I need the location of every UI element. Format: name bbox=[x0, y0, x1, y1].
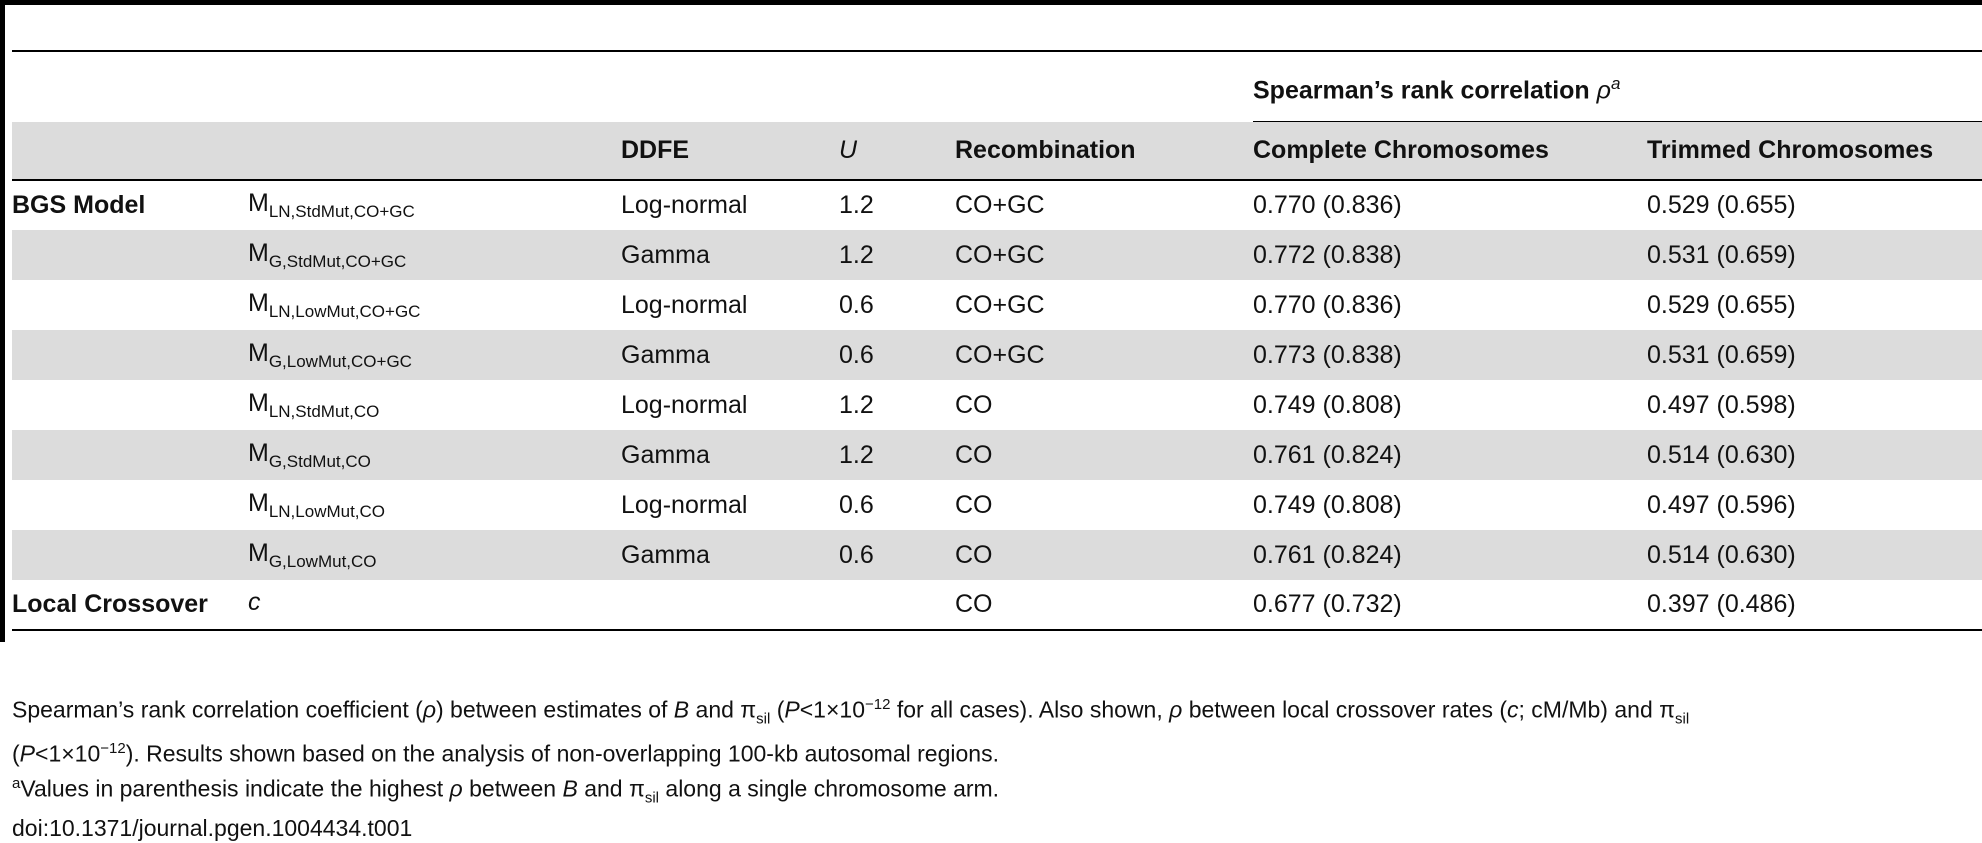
footnote-line-2: (P<1×10−12). Results shown based on the … bbox=[12, 740, 999, 767]
row-group-label: BGS Model bbox=[12, 191, 146, 219]
table-row: MG,LowMut,CO+GC Gamma 0.6 CO+GC 0.773 (0… bbox=[12, 330, 1982, 380]
model-name: c bbox=[248, 588, 261, 616]
row-group-label bbox=[12, 380, 248, 430]
table-row: MLN,StdMut,CO Log-normal 1.2 CO 0.749 (0… bbox=[12, 380, 1982, 430]
recombination-cell: CO+GC bbox=[955, 340, 1045, 369]
row-group-label bbox=[12, 330, 248, 380]
complete-cell: 0.761 (0.824) bbox=[1253, 440, 1402, 469]
ddfe-cell: Log-normal bbox=[621, 191, 748, 219]
complete-cell: 0.761 (0.824) bbox=[1253, 540, 1402, 569]
u-cell: 0.6 bbox=[839, 340, 874, 369]
complete-cell: 0.749 (0.808) bbox=[1253, 390, 1402, 419]
complete-cell: 0.677 (0.732) bbox=[1253, 590, 1402, 618]
complete-cell: 0.773 (0.838) bbox=[1253, 340, 1402, 369]
ddfe-cell: Gamma bbox=[621, 340, 710, 369]
model-name: MLN,StdMut,CO bbox=[248, 388, 380, 421]
recombination-cell: CO bbox=[955, 390, 993, 419]
group-header-label: Spearman’s rank correlation ρa bbox=[1253, 74, 1621, 105]
col-header-ddfe: DDFE bbox=[621, 122, 839, 181]
results-table: DDFE U Recombination Complete Chromosome… bbox=[12, 122, 1982, 631]
table-row: MLN,LowMut,CO Log-normal 0.6 CO 0.749 (0… bbox=[12, 480, 1982, 530]
column-header-row: DDFE U Recombination Complete Chromosome… bbox=[12, 122, 1982, 181]
col-header-group bbox=[12, 122, 248, 181]
table-row: BGS Model MLN,StdMut,CO+GC Log-normal 1.… bbox=[12, 180, 1982, 230]
row-group-label bbox=[12, 230, 248, 280]
u-cell bbox=[839, 580, 955, 630]
model-name: MLN,LowMut,CO bbox=[248, 488, 386, 521]
trimmed-cell: 0.497 (0.596) bbox=[1647, 490, 1796, 519]
ddfe-cell: Gamma bbox=[621, 540, 710, 569]
col-header-complete: Complete Chromosomes bbox=[1253, 122, 1647, 181]
ddfe-cell: Log-normal bbox=[621, 290, 748, 319]
recombination-cell: CO bbox=[955, 590, 993, 618]
complete-cell: 0.770 (0.836) bbox=[1253, 191, 1402, 219]
trimmed-cell: 0.529 (0.655) bbox=[1647, 290, 1796, 319]
complete-cell: 0.749 (0.808) bbox=[1253, 490, 1402, 519]
u-cell: 1.2 bbox=[839, 191, 874, 219]
trimmed-cell: 0.531 (0.659) bbox=[1647, 340, 1796, 369]
model-name: MG,StdMut,CO bbox=[248, 438, 371, 471]
complete-cell: 0.772 (0.838) bbox=[1253, 240, 1402, 269]
ddfe-cell: Gamma bbox=[621, 440, 710, 469]
recombination-cell: CO+GC bbox=[955, 240, 1045, 269]
table-row: MG,StdMut,CO+GC Gamma 1.2 CO+GC 0.772 (0… bbox=[12, 230, 1982, 280]
model-name: MG,StdMut,CO+GC bbox=[248, 238, 407, 271]
table-row: MG,StdMut,CO Gamma 1.2 CO 0.761 (0.824) … bbox=[12, 430, 1982, 480]
ddfe-cell: Gamma bbox=[621, 240, 710, 269]
recombination-cell: CO bbox=[955, 490, 993, 519]
recombination-cell: CO bbox=[955, 440, 993, 469]
col-header-trimmed: Trimmed Chromosomes bbox=[1647, 122, 1982, 181]
trimmed-cell: 0.529 (0.655) bbox=[1647, 191, 1796, 219]
col-header-u: U bbox=[839, 122, 955, 181]
recombination-cell: CO+GC bbox=[955, 290, 1045, 319]
row-group-label bbox=[12, 480, 248, 530]
row-group-label bbox=[12, 430, 248, 480]
row-group-label bbox=[12, 530, 248, 580]
u-cell: 0.6 bbox=[839, 290, 874, 319]
table-row: Local Crossover c CO 0.677 (0.732) 0.397… bbox=[12, 580, 1982, 630]
row-group-label: Local Crossover bbox=[12, 590, 208, 618]
top-border bbox=[0, 0, 1982, 5]
doi-text: doi:10.1371/journal.pgen.1004434.t001 bbox=[12, 815, 413, 842]
col-header-model bbox=[248, 122, 621, 181]
col-header-recombination: Recombination bbox=[955, 122, 1253, 181]
table-top-rule bbox=[12, 50, 1982, 52]
u-cell: 0.6 bbox=[839, 490, 874, 519]
complete-cell: 0.770 (0.836) bbox=[1253, 290, 1402, 319]
footnote-line-3: aValues in parenthesis indicate the high… bbox=[12, 774, 1000, 807]
model-name: MLN,LowMut,CO+GC bbox=[248, 288, 421, 321]
table-row: MLN,LowMut,CO+GC Log-normal 0.6 CO+GC 0.… bbox=[12, 280, 1982, 330]
trimmed-cell: 0.514 (0.630) bbox=[1647, 440, 1796, 469]
u-cell: 0.6 bbox=[839, 540, 874, 569]
recombination-cell: CO+GC bbox=[955, 191, 1045, 219]
ddfe-cell: Log-normal bbox=[621, 390, 748, 419]
ddfe-cell bbox=[621, 580, 839, 630]
u-cell: 1.2 bbox=[839, 440, 874, 469]
trimmed-cell: 0.397 (0.486) bbox=[1647, 590, 1796, 618]
table-row: MG,LowMut,CO Gamma 0.6 CO 0.761 (0.824) … bbox=[12, 530, 1982, 580]
group-header-row: Spearman’s rank correlation ρa bbox=[12, 52, 1982, 122]
left-border bbox=[0, 0, 5, 642]
model-name: MG,LowMut,CO bbox=[248, 538, 377, 571]
trimmed-cell: 0.514 (0.630) bbox=[1647, 540, 1796, 569]
trimmed-cell: 0.497 (0.598) bbox=[1647, 390, 1796, 419]
footnote-line-1: Spearman’s rank correlation coefficient … bbox=[12, 696, 1690, 728]
ddfe-cell: Log-normal bbox=[621, 490, 748, 519]
model-name: MLN,StdMut,CO+GC bbox=[248, 189, 415, 221]
model-name: MG,LowMut,CO+GC bbox=[248, 338, 412, 371]
u-cell: 1.2 bbox=[839, 390, 874, 419]
table-container: Spearman’s rank correlation ρa DDFE U Re… bbox=[12, 50, 1982, 631]
trimmed-cell: 0.531 (0.659) bbox=[1647, 240, 1796, 269]
u-cell: 1.2 bbox=[839, 240, 874, 269]
group-header-rule bbox=[1253, 121, 1982, 122]
table-footnotes: Spearman’s rank correlation coefficient … bbox=[12, 690, 1972, 843]
row-group-label bbox=[12, 280, 248, 330]
recombination-cell: CO bbox=[955, 540, 993, 569]
